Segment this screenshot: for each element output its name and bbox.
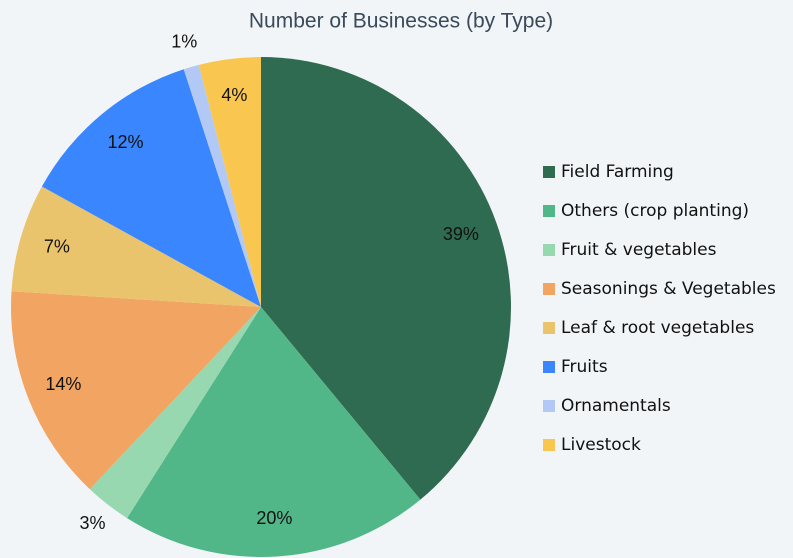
- pie-slice: [261, 57, 511, 500]
- data-label: 39%: [443, 224, 479, 244]
- legend-label: Seasonings & Vegetables: [561, 279, 776, 299]
- pie-slice: [11, 291, 262, 490]
- pie-slice: [11, 186, 262, 307]
- pie-slice: [127, 307, 421, 557]
- pie-slice: [41, 69, 262, 307]
- data-label: 4%: [221, 85, 247, 105]
- legend-swatch: [543, 400, 555, 412]
- data-label: 7%: [44, 236, 70, 256]
- legend-label: Fruits: [561, 357, 608, 377]
- pie-slice: [89, 307, 261, 519]
- legend-swatch: [543, 439, 555, 451]
- pie-slice: [183, 64, 261, 307]
- legend-swatch: [543, 361, 555, 373]
- legend-swatch: [543, 205, 555, 217]
- legend-swatch: [543, 322, 555, 334]
- legend-label: Others (crop planting): [561, 201, 749, 221]
- data-label: 3%: [79, 513, 105, 533]
- data-label: 12%: [108, 132, 144, 152]
- chart-title: Number of Businesses (by Type): [249, 10, 553, 33]
- data-label: 1%: [171, 32, 197, 52]
- legend-label: Ornamentals: [561, 396, 671, 416]
- pie-slice: [198, 57, 261, 307]
- legend-swatch: [543, 283, 555, 295]
- legend-label: Field Farming: [561, 162, 674, 182]
- legend-swatch: [543, 244, 555, 256]
- legend-label: Livestock: [561, 435, 641, 455]
- data-label: 20%: [256, 508, 292, 528]
- legend-label: Fruit & vegetables: [561, 240, 717, 260]
- data-label: 14%: [45, 374, 81, 394]
- legend-label: Leaf & root vegetables: [561, 318, 754, 338]
- legend-swatch: [543, 166, 555, 178]
